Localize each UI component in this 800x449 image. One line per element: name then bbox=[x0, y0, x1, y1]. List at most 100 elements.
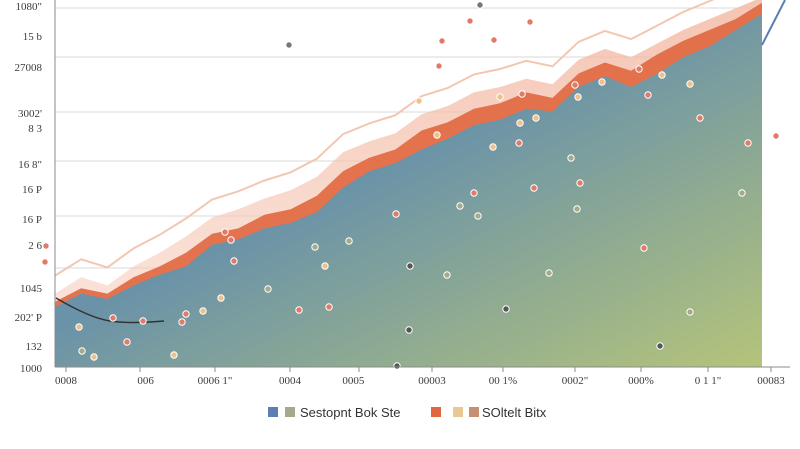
legend-swatch-orange bbox=[431, 407, 441, 417]
scatter-point bbox=[221, 228, 229, 236]
scatter-point bbox=[496, 93, 504, 101]
scatter-point bbox=[406, 262, 414, 270]
scatter-point bbox=[285, 41, 293, 49]
scatter-point bbox=[90, 353, 98, 361]
scatter-point bbox=[518, 90, 526, 98]
legend-swatch-tan bbox=[469, 407, 479, 417]
y-axis-ticks: 1080" 15 b 27008 3002' 8 3 16 8" 16 P 16 P 2 6 10… bbox=[15, 1, 43, 375]
y-tick-label: 8 3 bbox=[28, 123, 42, 135]
series-trend-line bbox=[761, 0, 786, 46]
scatter-point bbox=[470, 189, 478, 197]
scatter-point bbox=[230, 257, 238, 265]
scatter-point bbox=[574, 93, 582, 101]
scatter-point bbox=[217, 294, 225, 302]
scatter-point bbox=[415, 97, 423, 105]
legend-label-1: Sestopnt Bok Ste bbox=[300, 405, 400, 420]
y-tick-label: 132 bbox=[26, 341, 43, 353]
scatter-point bbox=[433, 131, 441, 139]
scatter-point bbox=[139, 317, 147, 325]
y-tick-label: 1080" bbox=[16, 1, 43, 13]
x-tick-label: 0004 bbox=[279, 375, 302, 387]
scatter-point bbox=[392, 210, 400, 218]
y-tick-label: 27008 bbox=[15, 62, 43, 74]
y-tick-label: 1000 bbox=[20, 363, 43, 375]
x-tick-label: 000% bbox=[628, 375, 654, 387]
legend-label-2: SOltelt Bitx bbox=[482, 405, 547, 420]
scatter-point bbox=[123, 338, 131, 346]
scatter-point bbox=[489, 143, 497, 151]
scatter-point bbox=[573, 205, 581, 213]
scatter-point bbox=[490, 36, 498, 44]
scatter-point bbox=[567, 154, 575, 162]
series-outline bbox=[54, 0, 715, 277]
y-tick-label: 16 8" bbox=[18, 159, 42, 171]
scatter-point bbox=[640, 244, 648, 252]
scatter-point bbox=[476, 1, 484, 9]
scatter-point bbox=[744, 139, 752, 147]
scatter-point bbox=[311, 243, 319, 251]
scatter-point bbox=[443, 271, 451, 279]
scatter-point bbox=[109, 314, 117, 322]
scatter-point bbox=[438, 37, 446, 45]
scatter-point bbox=[502, 305, 510, 313]
scatter-point bbox=[456, 202, 464, 210]
y-tick-label: 16 P bbox=[22, 214, 42, 226]
scatter-point bbox=[199, 307, 207, 315]
legend-swatch-sand bbox=[453, 407, 463, 417]
scatter-point bbox=[598, 78, 606, 86]
y-tick-label: 16 P bbox=[22, 184, 42, 196]
y-tick-label: 202' P bbox=[15, 312, 42, 324]
y-tick-label: 2 6 bbox=[28, 240, 42, 252]
x-tick-label:   006 bbox=[126, 375, 154, 387]
scatter-point bbox=[75, 323, 83, 331]
x-tick-label: 00003 bbox=[418, 375, 446, 387]
scatter-point bbox=[264, 285, 272, 293]
scatter-point bbox=[658, 71, 666, 79]
scatter-point bbox=[321, 262, 329, 270]
scatter-point bbox=[686, 80, 694, 88]
scatter-point bbox=[178, 318, 186, 326]
scatter-point bbox=[635, 65, 643, 73]
legend-swatch-olive bbox=[285, 407, 295, 417]
x-tick-label: 0 1 1" bbox=[695, 375, 722, 387]
x-tick-label: 0008 bbox=[55, 375, 78, 387]
scatter-point bbox=[576, 179, 584, 187]
x-tick-label: 00 1% bbox=[489, 375, 517, 387]
scatter-point bbox=[78, 347, 86, 355]
scatter-point bbox=[345, 237, 353, 245]
scatter-point bbox=[545, 269, 553, 277]
scatter-point bbox=[772, 132, 780, 140]
y-tick-label: 3002' bbox=[18, 108, 42, 120]
scatter-point bbox=[571, 81, 579, 89]
series-areas bbox=[54, 0, 786, 367]
scatter-point bbox=[696, 114, 704, 122]
scatter-point bbox=[644, 91, 652, 99]
x-tick-label: 0006 1" bbox=[198, 375, 233, 387]
legend-swatch-blue bbox=[268, 407, 278, 417]
scatter-point bbox=[41, 258, 49, 266]
series-area-0 bbox=[55, 13, 762, 367]
scatter-point bbox=[530, 184, 538, 192]
scatter-markers bbox=[41, 1, 780, 370]
x-axis-ticks: 0008   006 0006 1" 0004 0005   00003 00 1% 0002… bbox=[55, 367, 785, 387]
scatter-point bbox=[515, 139, 523, 147]
scatter-point bbox=[295, 306, 303, 314]
x-tick-label: 0005   bbox=[342, 375, 375, 387]
scatter-point bbox=[516, 119, 524, 127]
scatter-point bbox=[405, 326, 413, 334]
scatter-point bbox=[170, 351, 178, 359]
x-tick-label: 0002" bbox=[562, 375, 589, 387]
scatter-point bbox=[325, 303, 333, 311]
scatter-point bbox=[686, 308, 694, 316]
scatter-point bbox=[738, 189, 746, 197]
scatter-point bbox=[42, 242, 50, 250]
scatter-point bbox=[656, 342, 664, 350]
y-tick-label: 15 b bbox=[23, 31, 43, 43]
scatter-point bbox=[435, 62, 443, 70]
scatter-point bbox=[393, 362, 401, 370]
legend: Sestopnt Bok Ste SOltelt Bitx bbox=[268, 405, 547, 420]
scatter-point bbox=[182, 310, 190, 318]
scatter-point bbox=[474, 212, 482, 220]
scatter-point bbox=[227, 236, 235, 244]
